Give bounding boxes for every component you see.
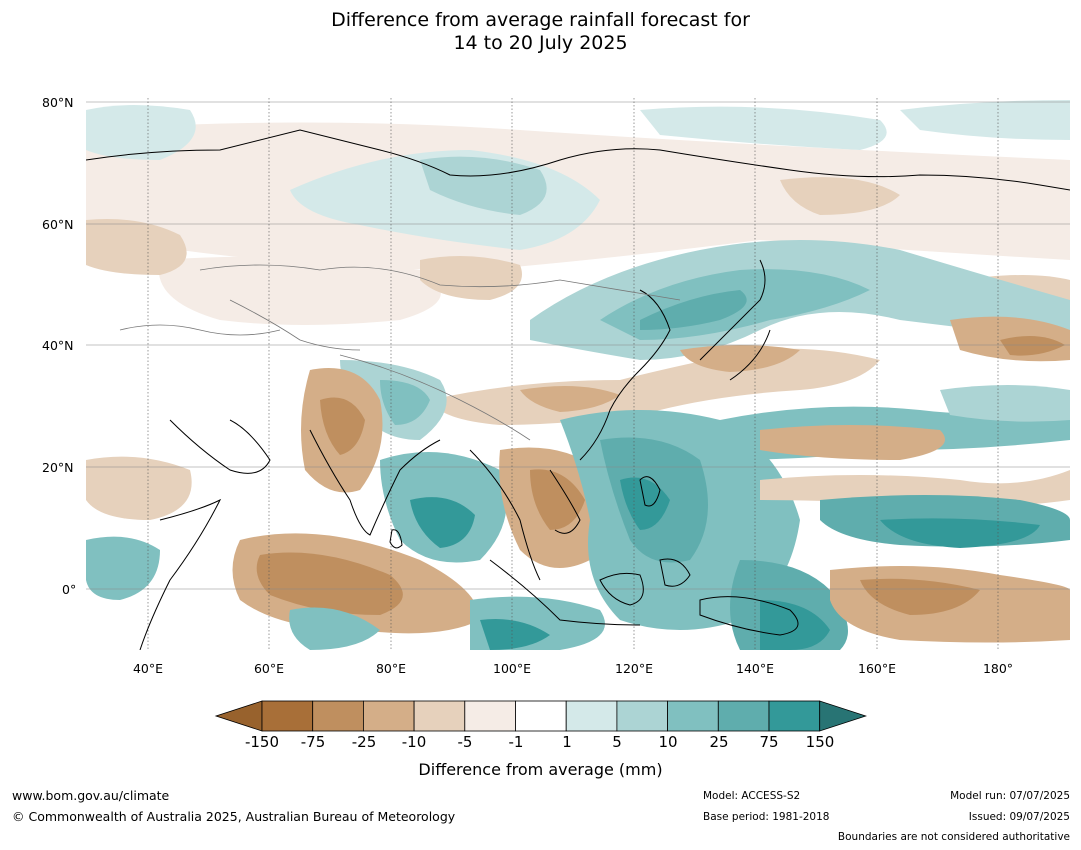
website-link[interactable]: www.bom.gov.au/climate <box>12 788 170 803</box>
colorbar <box>214 700 867 732</box>
colorbar-tick: -75 <box>300 733 326 751</box>
model-text: Model: ACCESS-S2 <box>703 790 801 802</box>
colorbar-swatch <box>717 700 770 732</box>
colorbar-tick: 150 <box>805 733 835 751</box>
lon-label-180: 180° <box>982 661 1014 676</box>
rainfall-anomaly-map <box>86 98 1070 650</box>
colorbar-swatch <box>565 700 618 732</box>
title-line-1: Difference from average rainfall forecas… <box>331 9 750 31</box>
model-run-text: Model run: 07/07/2025 <box>950 790 1070 802</box>
colorbar-swatch <box>616 700 669 732</box>
colorbar-overflow <box>819 700 867 732</box>
colorbar-tick: 10 <box>658 733 678 751</box>
disclaimer-text: Boundaries are not considered authoritat… <box>837 831 1070 843</box>
colorbar-swatch <box>261 700 314 732</box>
coastlines <box>86 129 1070 650</box>
colorbar-swatch <box>464 700 516 732</box>
copyright-text: © Commonwealth of Australia 2025, Austra… <box>12 809 456 824</box>
lon-label-140e: 140°E <box>735 661 775 676</box>
title-line-2: 14 to 20 July 2025 <box>453 32 628 54</box>
meridians <box>147 98 999 650</box>
lat-label-60n: 60°N <box>42 217 74 232</box>
lon-label-60e: 60°E <box>253 661 285 676</box>
lon-label-160e: 160°E <box>857 661 897 676</box>
colorbar-tick: -5 <box>457 733 473 751</box>
colorbar-tick: -10 <box>401 733 427 751</box>
colorbar-tick: 25 <box>709 733 729 751</box>
lat-label-20n: 20°N <box>42 460 74 475</box>
lon-label-40e: 40°E <box>132 661 164 676</box>
colorbar-underflow <box>214 700 263 732</box>
colorbar-swatch <box>515 700 567 732</box>
colorbar-swatch <box>768 700 821 732</box>
lat-label-40n: 40°N <box>42 338 74 353</box>
lat-label-80n: 80°N <box>42 95 74 110</box>
colorbar-swatch <box>312 700 364 732</box>
colorbar-title: Difference from average (mm) <box>418 760 663 779</box>
lon-label-100e: 100°E <box>492 661 532 676</box>
country-borders <box>119 264 681 441</box>
lon-label-120e: 120°E <box>614 661 654 676</box>
lat-label-0: 0° <box>62 582 77 597</box>
colorbar-tick: 5 <box>612 733 622 751</box>
colorbar-swatch <box>667 700 719 732</box>
map-title: Difference from average rainfall forecas… <box>0 9 1081 55</box>
colorbar-tick: -150 <box>244 733 280 751</box>
colorbar-tick: 1 <box>562 733 572 751</box>
graticule <box>86 101 1070 590</box>
colorbar-tick: -1 <box>508 733 524 751</box>
colorbar-tick: -25 <box>351 733 377 751</box>
rainfall-field <box>86 100 1070 650</box>
colorbar-swatch <box>413 700 466 732</box>
colorbar-swatch <box>362 700 415 732</box>
lon-label-80e: 80°E <box>375 661 407 676</box>
issued-text: Issued: 09/07/2025 <box>968 811 1070 823</box>
colorbar-tick: 75 <box>759 733 779 751</box>
base-period-text: Base period: 1981-2018 <box>703 811 830 823</box>
